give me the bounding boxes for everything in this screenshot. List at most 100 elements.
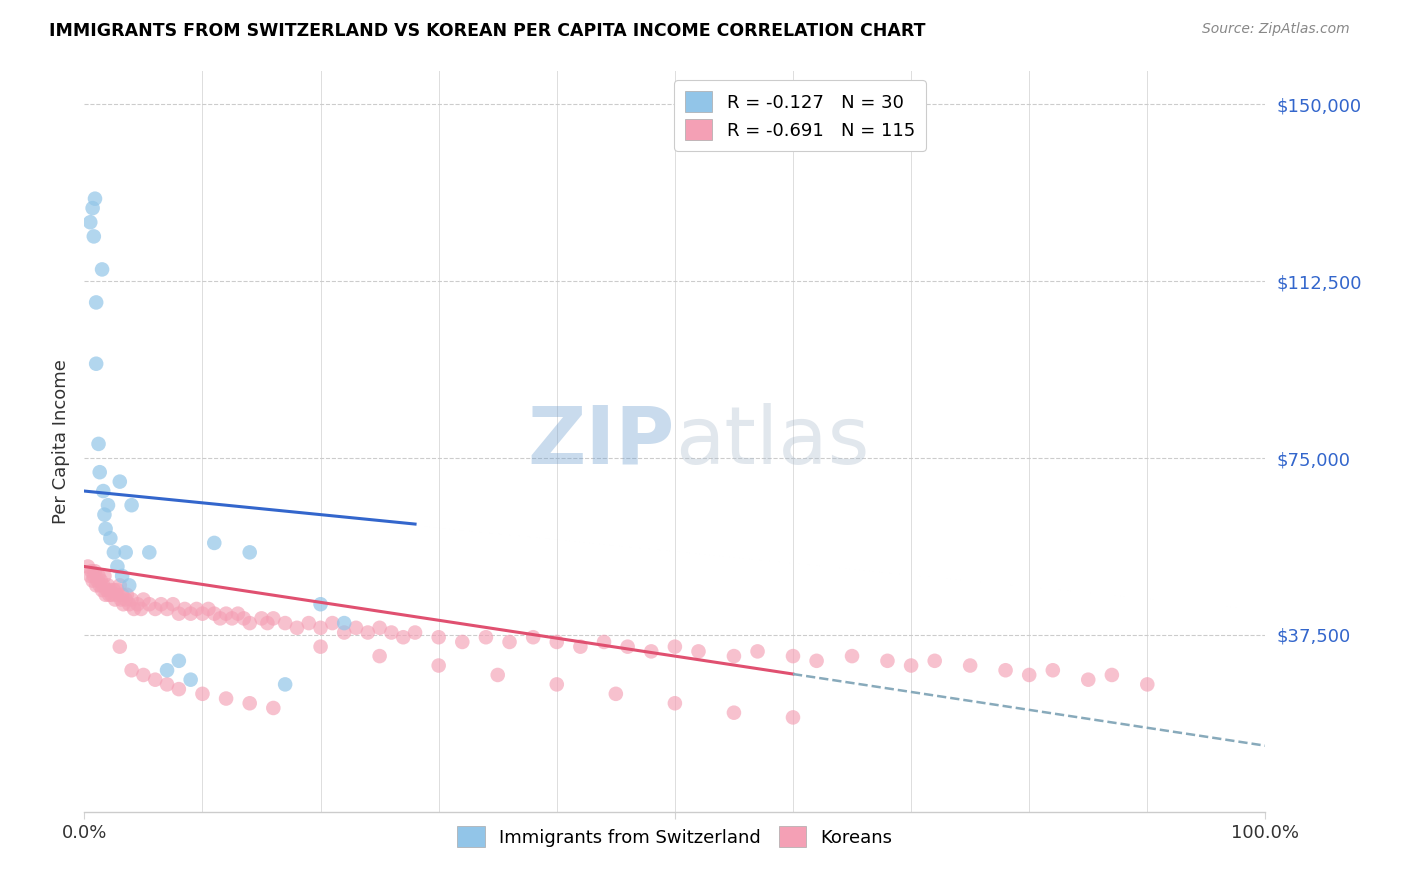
Point	[202, 536, 225, 550]
Legend: Immigrants from Switzerland, Koreans: Immigrants from Switzerland, Koreans	[450, 819, 900, 855]
Point	[167, 682, 190, 697]
Point	[427, 630, 450, 644]
Point	[103, 583, 125, 598]
Point	[107, 583, 129, 598]
Point	[924, 654, 946, 668]
Point	[114, 545, 136, 559]
Point	[104, 592, 127, 607]
Point	[226, 607, 249, 621]
Point	[173, 602, 195, 616]
Point	[806, 654, 828, 668]
Point	[900, 658, 922, 673]
Point	[392, 630, 415, 644]
Point	[180, 607, 202, 621]
Point	[111, 588, 134, 602]
Point	[162, 597, 184, 611]
Point	[98, 583, 121, 598]
Point	[197, 602, 219, 616]
Point	[93, 508, 115, 522]
Point	[82, 201, 104, 215]
Point	[333, 625, 356, 640]
Point	[274, 616, 297, 631]
Point	[150, 597, 173, 611]
Point	[83, 229, 105, 244]
Point	[209, 611, 232, 625]
Point	[100, 588, 122, 602]
Point	[321, 616, 343, 631]
Point	[215, 691, 238, 706]
Point	[90, 574, 112, 588]
Point	[262, 611, 284, 625]
Point	[475, 630, 498, 644]
Point	[143, 602, 166, 616]
Point	[688, 644, 710, 658]
Point	[782, 710, 804, 724]
Point	[114, 592, 136, 607]
Point	[959, 658, 981, 673]
Point	[83, 569, 105, 583]
Point	[91, 262, 114, 277]
Point	[132, 592, 155, 607]
Point	[112, 597, 135, 611]
Point	[110, 592, 132, 607]
Text: Source: ZipAtlas.com: Source: ZipAtlas.com	[1202, 22, 1350, 37]
Point	[108, 475, 131, 489]
Point	[138, 545, 160, 559]
Point	[747, 644, 769, 658]
Point	[107, 559, 129, 574]
Point	[108, 640, 131, 654]
Point	[404, 625, 426, 640]
Point	[309, 597, 332, 611]
Point	[167, 607, 190, 621]
Point	[84, 295, 107, 310]
Point	[239, 696, 262, 710]
Point	[546, 635, 568, 649]
Point	[87, 569, 110, 583]
Point	[1018, 668, 1040, 682]
Point	[115, 588, 138, 602]
Point	[1077, 673, 1099, 687]
Point	[94, 522, 117, 536]
Point	[129, 602, 152, 616]
Point	[569, 640, 592, 654]
Point	[86, 574, 108, 588]
Point	[186, 602, 208, 616]
Point	[1101, 668, 1123, 682]
Point	[138, 597, 160, 611]
Point	[97, 578, 120, 592]
Text: ZIP: ZIP	[527, 402, 675, 481]
Point	[215, 607, 238, 621]
Point	[250, 611, 273, 625]
Point	[121, 498, 143, 512]
Point	[80, 564, 103, 578]
Point	[98, 588, 121, 602]
Point	[285, 621, 308, 635]
Point	[105, 588, 128, 602]
Point	[127, 597, 149, 611]
Point	[132, 668, 155, 682]
Point	[84, 192, 107, 206]
Point	[93, 569, 115, 583]
Point	[333, 616, 356, 631]
Point	[522, 630, 544, 644]
Point	[156, 677, 179, 691]
Point	[96, 583, 118, 598]
Point	[167, 654, 190, 668]
Point	[221, 611, 243, 625]
Point	[723, 706, 745, 720]
Point	[876, 654, 898, 668]
Point	[309, 640, 332, 654]
Point	[782, 649, 804, 664]
Point	[262, 701, 284, 715]
Point	[1042, 663, 1064, 677]
Point	[156, 602, 179, 616]
Point	[84, 564, 107, 578]
Text: IMMIGRANTS FROM SWITZERLAND VS KOREAN PER CAPITA INCOME CORRELATION CHART: IMMIGRANTS FROM SWITZERLAND VS KOREAN PE…	[49, 22, 925, 40]
Point	[357, 625, 380, 640]
Point	[87, 437, 110, 451]
Point	[121, 592, 143, 607]
Point	[91, 484, 114, 499]
Point	[98, 531, 121, 545]
Point	[380, 625, 402, 640]
Point	[498, 635, 520, 649]
